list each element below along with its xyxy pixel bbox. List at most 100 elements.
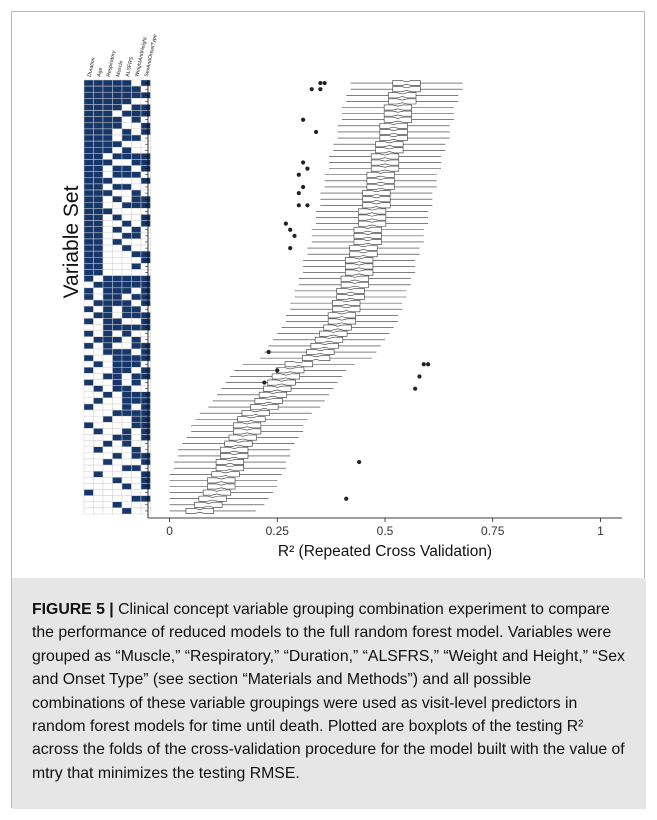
box xyxy=(366,177,395,184)
matrix-cell xyxy=(83,98,94,105)
matrix-cell xyxy=(102,318,113,325)
matrix-cell xyxy=(121,214,132,221)
matrix-cell xyxy=(93,220,104,227)
matrix-cell xyxy=(121,183,132,191)
matrix-cell xyxy=(93,367,104,374)
matrix-cell xyxy=(102,446,113,454)
matrix-cell xyxy=(83,146,94,154)
matrix-cell xyxy=(83,195,94,203)
matrix-cell xyxy=(112,238,123,246)
matrix-cell xyxy=(93,330,104,337)
matrix-cell xyxy=(112,324,123,331)
matrix-cell xyxy=(83,360,94,368)
box xyxy=(362,196,391,203)
box xyxy=(336,294,365,300)
box xyxy=(314,336,344,343)
box xyxy=(310,343,339,349)
matrix-cell xyxy=(83,495,94,503)
matrix-cell xyxy=(83,85,94,93)
variable-label: Duration xyxy=(87,57,97,78)
box xyxy=(388,92,417,99)
matrix-cell xyxy=(112,220,123,227)
matrix-cell xyxy=(83,434,94,441)
matrix-cell xyxy=(121,202,132,209)
matrix-cell xyxy=(131,354,142,362)
matrix-cell xyxy=(102,281,113,289)
box xyxy=(379,122,408,129)
matrix-cell xyxy=(102,312,113,319)
matrix-cell xyxy=(83,458,94,466)
matrix-cell xyxy=(112,110,123,117)
variable-label: ALSFRS xyxy=(125,56,135,78)
matrix-cell xyxy=(112,409,123,417)
variable-label: Muscle xyxy=(115,60,124,77)
matrix-cell xyxy=(112,336,123,344)
box xyxy=(207,477,236,484)
matrix-cell xyxy=(83,269,94,276)
boxplot-panel xyxy=(145,80,463,518)
matrix-cell xyxy=(121,177,132,185)
matrix-cell xyxy=(83,275,94,282)
matrix-cell xyxy=(112,153,123,160)
box xyxy=(319,330,348,337)
matrix-cell xyxy=(121,165,132,172)
matrix-cell xyxy=(121,140,132,148)
matrix-cell xyxy=(83,153,94,160)
x-tick-label: 0.75 xyxy=(481,524,505,538)
box xyxy=(366,184,395,190)
x-tick-label: 1 xyxy=(597,524,604,538)
matrix-cell xyxy=(121,336,132,344)
matrix-cell xyxy=(83,336,94,344)
matrix-cell xyxy=(121,159,132,166)
box xyxy=(220,446,249,453)
matrix-cell xyxy=(83,104,94,111)
box xyxy=(254,398,283,404)
box xyxy=(198,495,227,502)
matrix-cell xyxy=(83,403,94,411)
matrix-cell xyxy=(102,85,113,93)
matrix-cell xyxy=(83,122,94,130)
matrix-cell xyxy=(102,397,113,405)
outlier-point xyxy=(318,80,323,86)
box xyxy=(375,141,404,148)
matrix-cell xyxy=(131,281,142,289)
matrix-cell xyxy=(93,373,104,380)
x-axis-label: R² (Repeated Cross Validation) xyxy=(278,543,492,560)
matrix-cell xyxy=(83,293,94,301)
matrix-cell xyxy=(112,257,123,264)
matrix-cell xyxy=(112,373,123,380)
matrix-cell xyxy=(83,91,94,99)
matrix-cell xyxy=(112,495,123,503)
matrix-cell xyxy=(131,226,142,234)
box xyxy=(215,459,244,465)
matrix-cell xyxy=(102,165,113,172)
matrix-cell xyxy=(83,354,94,362)
outlier-point xyxy=(283,221,288,226)
matrix-cell xyxy=(102,91,113,99)
matrix-cell xyxy=(131,79,142,87)
matrix-cell xyxy=(102,403,113,411)
matrix-cell xyxy=(121,403,132,411)
matrix-cell xyxy=(112,122,123,130)
matrix-cell xyxy=(112,275,123,282)
matrix-cell xyxy=(121,275,132,282)
matrix-cell xyxy=(112,195,123,203)
matrix-cell xyxy=(112,232,123,240)
box xyxy=(323,324,352,331)
matrix-cell xyxy=(131,422,142,429)
matrix-cell xyxy=(93,165,104,172)
matrix-cell xyxy=(121,226,132,234)
matrix-cell xyxy=(102,458,113,466)
matrix-cell xyxy=(83,238,94,246)
outlier-point xyxy=(344,496,349,501)
matrix-cell xyxy=(121,312,132,319)
matrix-cell xyxy=(131,415,142,423)
matrix-cell xyxy=(131,208,142,215)
matrix-cell xyxy=(121,464,132,472)
matrix-cell xyxy=(121,85,132,93)
matrix-cell xyxy=(93,458,104,466)
matrix-cell xyxy=(131,220,142,227)
matrix-cell xyxy=(131,110,142,117)
matrix-cell xyxy=(131,397,142,405)
matrix-cell xyxy=(83,324,94,331)
